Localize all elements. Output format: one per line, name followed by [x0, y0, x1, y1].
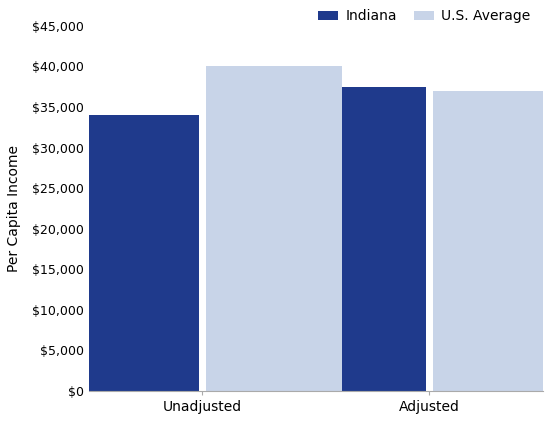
- Bar: [63, 115, 199, 391]
- Bar: [290, 87, 426, 391]
- Bar: [206, 67, 342, 391]
- Bar: [433, 91, 550, 391]
- Y-axis label: Per Capita Income: Per Capita Income: [7, 145, 21, 272]
- Legend: Indiana, U.S. Average: Indiana, U.S. Average: [312, 4, 536, 29]
